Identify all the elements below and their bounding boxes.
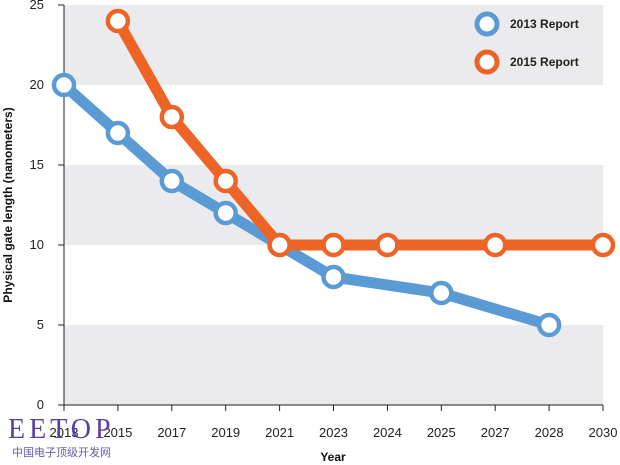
grid-band [64, 325, 603, 405]
x-tick-label: 2030 [589, 425, 618, 440]
x-tick-label: 2019 [211, 425, 240, 440]
series-line [112, 15, 609, 251]
y-tick-label: 15 [30, 157, 44, 172]
x-tick-label: 2023 [319, 425, 348, 440]
data-point [159, 104, 185, 130]
data-point [482, 232, 508, 258]
x-tick-label: 2015 [103, 425, 132, 440]
data-point [536, 312, 562, 338]
grid-band [64, 165, 603, 245]
x-tick-label: 2017 [157, 425, 186, 440]
data-point [321, 232, 346, 258]
data-point [213, 168, 238, 194]
y-tick-label: 25 [30, 0, 44, 12]
data-point [267, 232, 292, 258]
data-point [321, 264, 346, 290]
grid-band [64, 5, 603, 85]
legend-label: 2013 Report [510, 17, 579, 31]
x-tick-label: 2013 [50, 425, 79, 440]
legend: 2013 Report 2015 Report [474, 11, 579, 75]
data-point [429, 280, 454, 306]
y-tick-label: 10 [30, 237, 44, 252]
data-point [375, 232, 400, 258]
x-tick-label: 2024 [373, 425, 402, 440]
y-tick-label: 20 [30, 77, 44, 92]
data-point [51, 72, 77, 98]
watermark-subtext: 中国电子顶级开发网 [12, 445, 111, 459]
data-point [590, 232, 616, 258]
watermark-logo: EETOP [8, 414, 115, 445]
grid-bands [64, 5, 603, 405]
series-layer [51, 8, 616, 338]
y-axis-title: Physical gate length (nanometers) [1, 107, 15, 302]
x-axis-title: Year [320, 450, 346, 464]
x-tick-label: 2021 [265, 425, 294, 440]
data-point [105, 120, 131, 146]
y-tick-label: 5 [37, 317, 44, 332]
y-tick-label: 0 [37, 397, 44, 412]
x-tick-label: 2027 [481, 425, 510, 440]
data-point [105, 8, 131, 34]
x-tick-label: 2025 [427, 425, 456, 440]
data-point [159, 168, 185, 194]
x-tick-label: 2028 [535, 425, 564, 440]
legend-marker [474, 11, 500, 37]
data-point [213, 200, 238, 226]
legend-label: 2015 Report [510, 55, 579, 69]
watermark: EETOP 中国电子顶级开发网 [8, 414, 115, 459]
series-2 [105, 8, 616, 258]
legend-marker [474, 49, 500, 75]
